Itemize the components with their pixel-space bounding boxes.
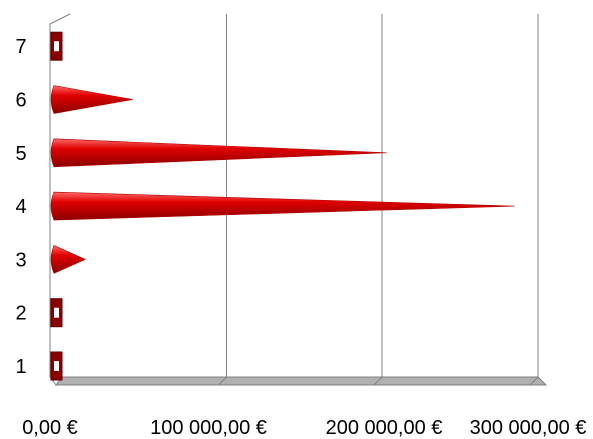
floor-tick-2 <box>373 376 383 386</box>
y-tick-label-6: 6 <box>15 90 26 112</box>
y-tick-label-2: 2 <box>15 303 26 325</box>
bar-4 <box>50 191 515 221</box>
y-tick-label-5: 5 <box>15 143 26 165</box>
y-tick-label-1: 1 <box>15 356 26 378</box>
bar-5 <box>50 138 387 168</box>
bar-6 <box>50 85 134 114</box>
x-tick-label-1: 100 000,00 € <box>150 417 267 439</box>
x-tick-label-3: 300 000,00 € <box>470 417 587 439</box>
bar-2-face <box>54 307 59 318</box>
bar-1-face <box>54 361 59 371</box>
chart-floor <box>55 376 548 386</box>
floor-tick-1 <box>218 376 227 386</box>
x-tick-label-2: 200 000,00 € <box>326 417 443 439</box>
floor-tick-3 <box>529 376 539 386</box>
bar-3 <box>50 245 87 274</box>
bar-7-face <box>54 41 59 52</box>
left-axis-depth-line <box>49 13 71 25</box>
y-tick-label-4: 4 <box>15 196 26 218</box>
x-tick-label-0: 0,00 € <box>22 417 78 439</box>
y-tick-label-3: 3 <box>15 249 26 271</box>
y-tick-label-7: 7 <box>15 36 26 58</box>
